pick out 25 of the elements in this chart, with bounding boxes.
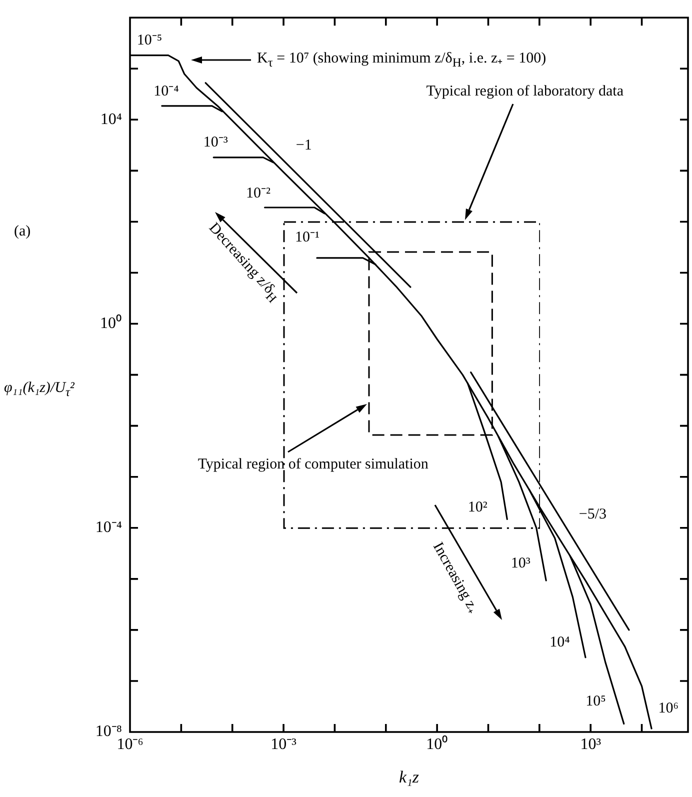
x-axis-title: k₁z: [398, 767, 420, 786]
annotation: −1: [296, 138, 312, 154]
annotation: −5/3: [578, 506, 607, 522]
annotation: 10⁵: [586, 693, 606, 710]
annotation: Typical region of laboratory data: [426, 83, 624, 100]
text: (a): [14, 224, 31, 240]
annotation: 10⁻³: [203, 134, 228, 150]
annotation: K$_{τ}$ = 10⁷ (showing minimum z/δ$_{H}$, i.e. z₊ = 100): [257, 50, 546, 69]
annotation: 10⁻⁵: [136, 32, 162, 48]
annotation: 10⁶: [658, 700, 678, 717]
y-tick-label: 10⁻⁴: [95, 519, 122, 536]
annotation: 10⁻⁴: [154, 83, 179, 100]
annotation: 10⁻²: [246, 185, 270, 202]
annotation: 10⁴: [550, 634, 570, 650]
y-tick-label: 10⁰: [100, 314, 122, 332]
annotation: 10³: [510, 555, 530, 572]
x-tick-label: 10⁻³: [270, 736, 297, 753]
y-tick-label: 10⁴: [100, 110, 122, 128]
annotation: 10²: [468, 500, 488, 516]
annotation: Typical region of computer simulation: [198, 456, 428, 472]
x-tick-label: 10⁰: [426, 734, 448, 753]
y-axis-title: φ₁₁(k₁z)/U$_{τ}$²: [4, 380, 74, 400]
x-tick-label: 10³: [580, 736, 602, 753]
annotation: 10⁻¹: [294, 229, 320, 246]
x-tick-label: 10⁻⁶: [116, 736, 144, 753]
